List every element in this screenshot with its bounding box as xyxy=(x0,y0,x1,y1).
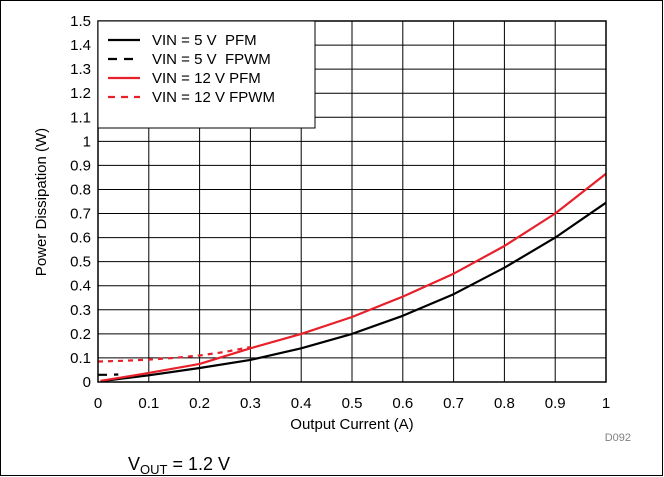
x-tick-label: 0.5 xyxy=(342,395,363,412)
y-tick-label: 1.5 xyxy=(70,13,91,30)
series-layer xyxy=(97,172,607,383)
vout-note: VOUT = 1.2 V xyxy=(128,454,230,477)
y-tick-label: 0 xyxy=(83,374,91,391)
legend-label-1: VIN = 5 V PFM xyxy=(152,32,257,49)
y-tick-label: 1.1 xyxy=(70,109,91,126)
x-tick-label: 0.3 xyxy=(240,395,261,412)
legend-label-2: VIN = 5 V FPWM xyxy=(152,51,271,68)
x-tick-label: 0.6 xyxy=(392,395,413,412)
plot-border xyxy=(97,20,607,383)
y-axis-label: Power Dissipation (W) xyxy=(33,128,50,276)
x-axis-label: Output Current (A) xyxy=(290,416,413,433)
y-tick-label: 0.5 xyxy=(70,254,91,271)
y-tick-label: 0.8 xyxy=(70,181,91,198)
x-tick-label: 0.8 xyxy=(494,395,515,412)
vout-note-suffix: = 1.2 V xyxy=(167,454,230,474)
y-tick-label: 1.4 xyxy=(70,37,91,54)
y-tick-labels: 0 0.1 0.2 0.3 0.4 0.5 0.6 0.7 0.8 0.9 1 1.1 1.2 1.3 1.… xyxy=(70,13,91,391)
y-tick-label: 0.7 xyxy=(70,206,91,223)
x-tick-label: 0 xyxy=(94,395,102,412)
y-tick-label: 1 xyxy=(83,133,91,150)
vout-note-prefix: V xyxy=(128,454,140,474)
y-tick-label: 0.4 xyxy=(70,278,91,295)
figure-code: D092 xyxy=(605,432,631,444)
x-tick-label: 1 xyxy=(602,395,610,412)
legend-label-3: VIN = 12 V PFM xyxy=(152,70,261,87)
legend: VIN = 5 V PFM VIN = 5 V FPWM VIN = 12 V PF… xyxy=(97,20,316,129)
y-tick-label: 0.1 xyxy=(70,350,91,367)
x-tick-labels: 0 0.1 0.2 0.3 0.4 0.5 0.6 0.7 0.8 0.9 1 xyxy=(94,395,610,412)
legend-box xyxy=(97,20,316,129)
y-tick-label: 0.6 xyxy=(70,230,91,247)
y-tick-label: 0.9 xyxy=(70,157,91,174)
y-tick-label: 1.2 xyxy=(70,85,91,102)
legend-label-4: VIN = 12 V FPWM xyxy=(152,89,275,106)
x-tick-label: 0.9 xyxy=(545,395,566,412)
vout-note-subscript: OUT xyxy=(140,462,168,477)
x-tick-label: 0.4 xyxy=(291,395,312,412)
series-line-3 xyxy=(100,172,607,382)
y-tick-label: 0.2 xyxy=(70,326,91,343)
y-tick-label: 0.3 xyxy=(70,302,91,319)
x-tick-label: 0.1 xyxy=(138,395,159,412)
series-line-1 xyxy=(100,201,607,383)
y-tick-label: 1.3 xyxy=(70,61,91,78)
x-tick-label: 0.2 xyxy=(189,395,210,412)
x-tick-label: 0.7 xyxy=(443,395,464,412)
